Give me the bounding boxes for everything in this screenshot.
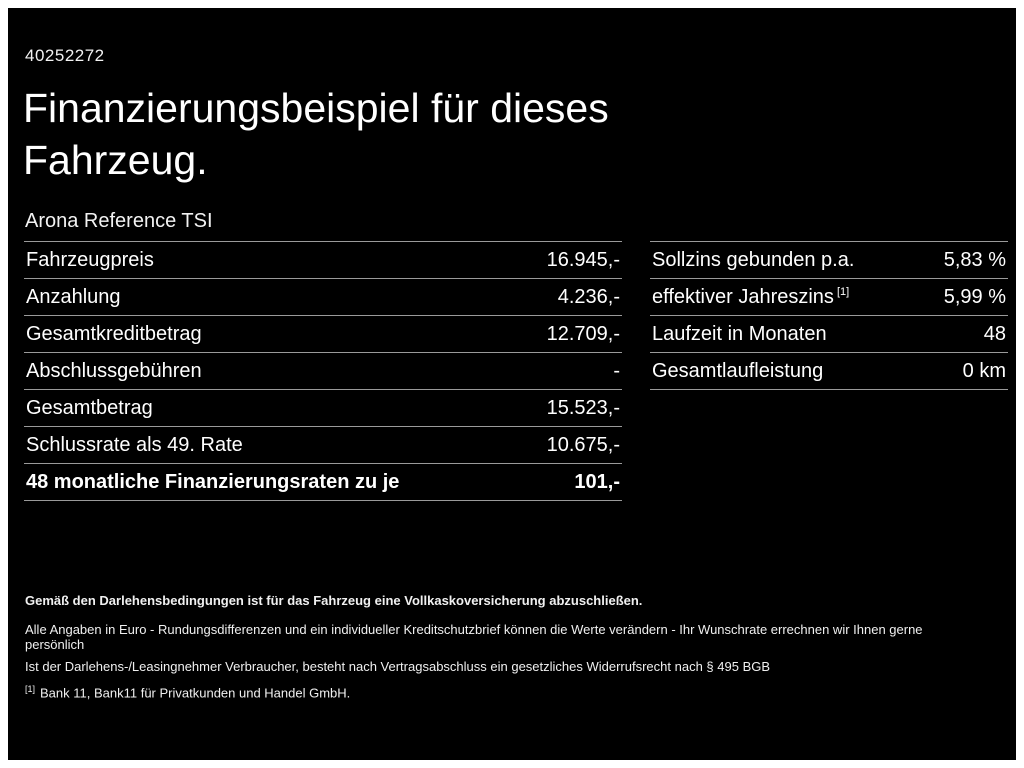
document-id: 40252272 xyxy=(25,46,105,65)
row-value: 15.523,- xyxy=(546,396,620,419)
row-label: effektiver Jahreszins [1] xyxy=(652,285,850,308)
table-row: Schlussrate als 49. Rate 10.675,- xyxy=(24,426,622,463)
row-label: Abschlussgebühren xyxy=(26,359,202,382)
footnote-text: Bank 11, Bank11 für Privatkunden und Han… xyxy=(40,685,351,701)
row-label: Gesamtkreditbetrag xyxy=(26,322,202,345)
page-background: 40252272 Finanzierungsbeispiel für diese… xyxy=(8,8,1016,760)
row-value: 16.945,- xyxy=(546,248,620,271)
row-value: 0 km xyxy=(962,359,1006,382)
row-value: 101,- xyxy=(574,470,620,493)
page-title-line-1: Finanzierungsbeispiel für dieses xyxy=(23,85,609,131)
row-value: 10.675,- xyxy=(546,433,620,456)
table-row: Laufzeit in Monaten 48 xyxy=(650,315,1008,352)
table-row: Fahrzeugpreis 16.945,- xyxy=(24,241,622,278)
row-label: Anzahlung xyxy=(26,285,121,308)
row-label: Sollzins gebunden p.a. xyxy=(652,248,855,271)
vehicle-model-name: Arona Reference TSI xyxy=(25,210,213,232)
page-title-line-2: Fahrzeug. xyxy=(23,137,208,183)
legal-footer: Gemäß den Darlehensbedingungen ist für d… xyxy=(25,593,985,700)
table-row: Sollzins gebunden p.a. 5,83 % xyxy=(650,241,1008,278)
row-label: Laufzeit in Monaten xyxy=(652,322,827,345)
row-value: 48 xyxy=(983,322,1006,345)
table-row: Abschlussgebühren - xyxy=(24,352,622,389)
table-row: Gesamtlaufleistung 0 km xyxy=(650,352,1008,390)
footnote-reference: [1] xyxy=(836,285,850,298)
table-row-monthly-rate: 48 monatliche Finanzierungsraten zu je 1… xyxy=(24,463,622,501)
row-value: 4.236,- xyxy=(557,285,620,308)
page-title: Finanzierungsbeispiel für dieses Fahrzeu… xyxy=(23,82,609,186)
table-row: Anzahlung 4.236,- xyxy=(24,278,622,315)
row-value: 5,99 % xyxy=(943,285,1006,308)
row-label: 48 monatliche Finanzierungsraten zu je xyxy=(26,470,400,493)
row-value: 12.709,- xyxy=(546,322,620,345)
footer-footnote: [1] Bank 11, Bank11 für Privatkunden und … xyxy=(25,684,985,700)
row-value: - xyxy=(613,359,620,382)
table-row: Gesamtkreditbetrag 12.709,- xyxy=(24,315,622,352)
footer-insurance-note: Gemäß den Darlehensbedingungen ist für d… xyxy=(25,593,643,608)
financing-table-left: Fahrzeugpreis 16.945,- Anzahlung 4.236,-… xyxy=(24,241,622,501)
table-row: effektiver Jahreszins [1] 5,99 % xyxy=(650,278,1008,315)
row-label: Schlussrate als 49. Rate xyxy=(26,433,243,456)
footer-disclaimer-2: Ist der Darlehens-/Leasingnehmer Verbrau… xyxy=(25,659,771,674)
row-label: Fahrzeugpreis xyxy=(26,248,154,271)
financing-table-right: Sollzins gebunden p.a. 5,83 % effektiver… xyxy=(650,241,1008,390)
row-label: Gesamtlaufleistung xyxy=(652,359,824,382)
row-label: Gesamtbetrag xyxy=(26,396,153,419)
footer-disclaimer-1: Alle Angaben in Euro - Rundungsdifferenz… xyxy=(25,622,923,652)
footnote-marker: [1] xyxy=(25,684,36,694)
row-value: 5,83 % xyxy=(943,248,1006,271)
table-row: Gesamtbetrag 15.523,- xyxy=(24,389,622,426)
